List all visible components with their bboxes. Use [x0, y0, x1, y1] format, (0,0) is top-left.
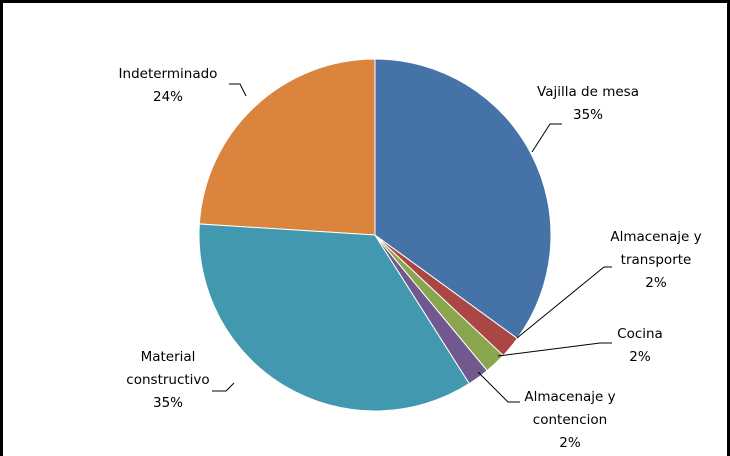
leader-line — [212, 382, 235, 392]
value-label: 2% — [629, 349, 651, 365]
leader-line — [497, 342, 612, 357]
leader-line — [531, 123, 562, 153]
pie-slice — [198, 223, 470, 412]
category-name: Almacenaje y transporte — [610, 229, 702, 268]
leader-lines — [212, 83, 612, 403]
category-name: Almacenaje y contencion — [524, 389, 616, 428]
value-label: 2% — [559, 435, 581, 451]
category-name: Cocina — [617, 326, 663, 342]
leader-line — [229, 83, 247, 97]
value-label: 35% — [152, 395, 183, 411]
category-name: Vajilla de mesa — [537, 84, 639, 100]
pie-slice — [374, 58, 552, 340]
value-label: 35% — [572, 107, 603, 123]
pie-slice — [198, 58, 376, 236]
category-name: Material constructivo — [126, 349, 210, 388]
slice-label: Vajilla de mesa 35% — [513, 81, 663, 127]
leader-line — [477, 371, 520, 403]
slice-label: Almacenaje y contencion 2% — [515, 386, 625, 455]
leader-line — [516, 266, 612, 339]
slice-label: Material constructivo 35% — [118, 346, 218, 415]
value-label: 2% — [645, 275, 667, 291]
category-name: Indeterminado — [118, 66, 218, 82]
slice-label: Cocina 2% — [600, 323, 680, 369]
slice-label: Indeterminado 24% — [98, 63, 238, 109]
slice-label: Almacenaje y transporte 2% — [601, 226, 711, 295]
value-label: 24% — [152, 89, 183, 105]
